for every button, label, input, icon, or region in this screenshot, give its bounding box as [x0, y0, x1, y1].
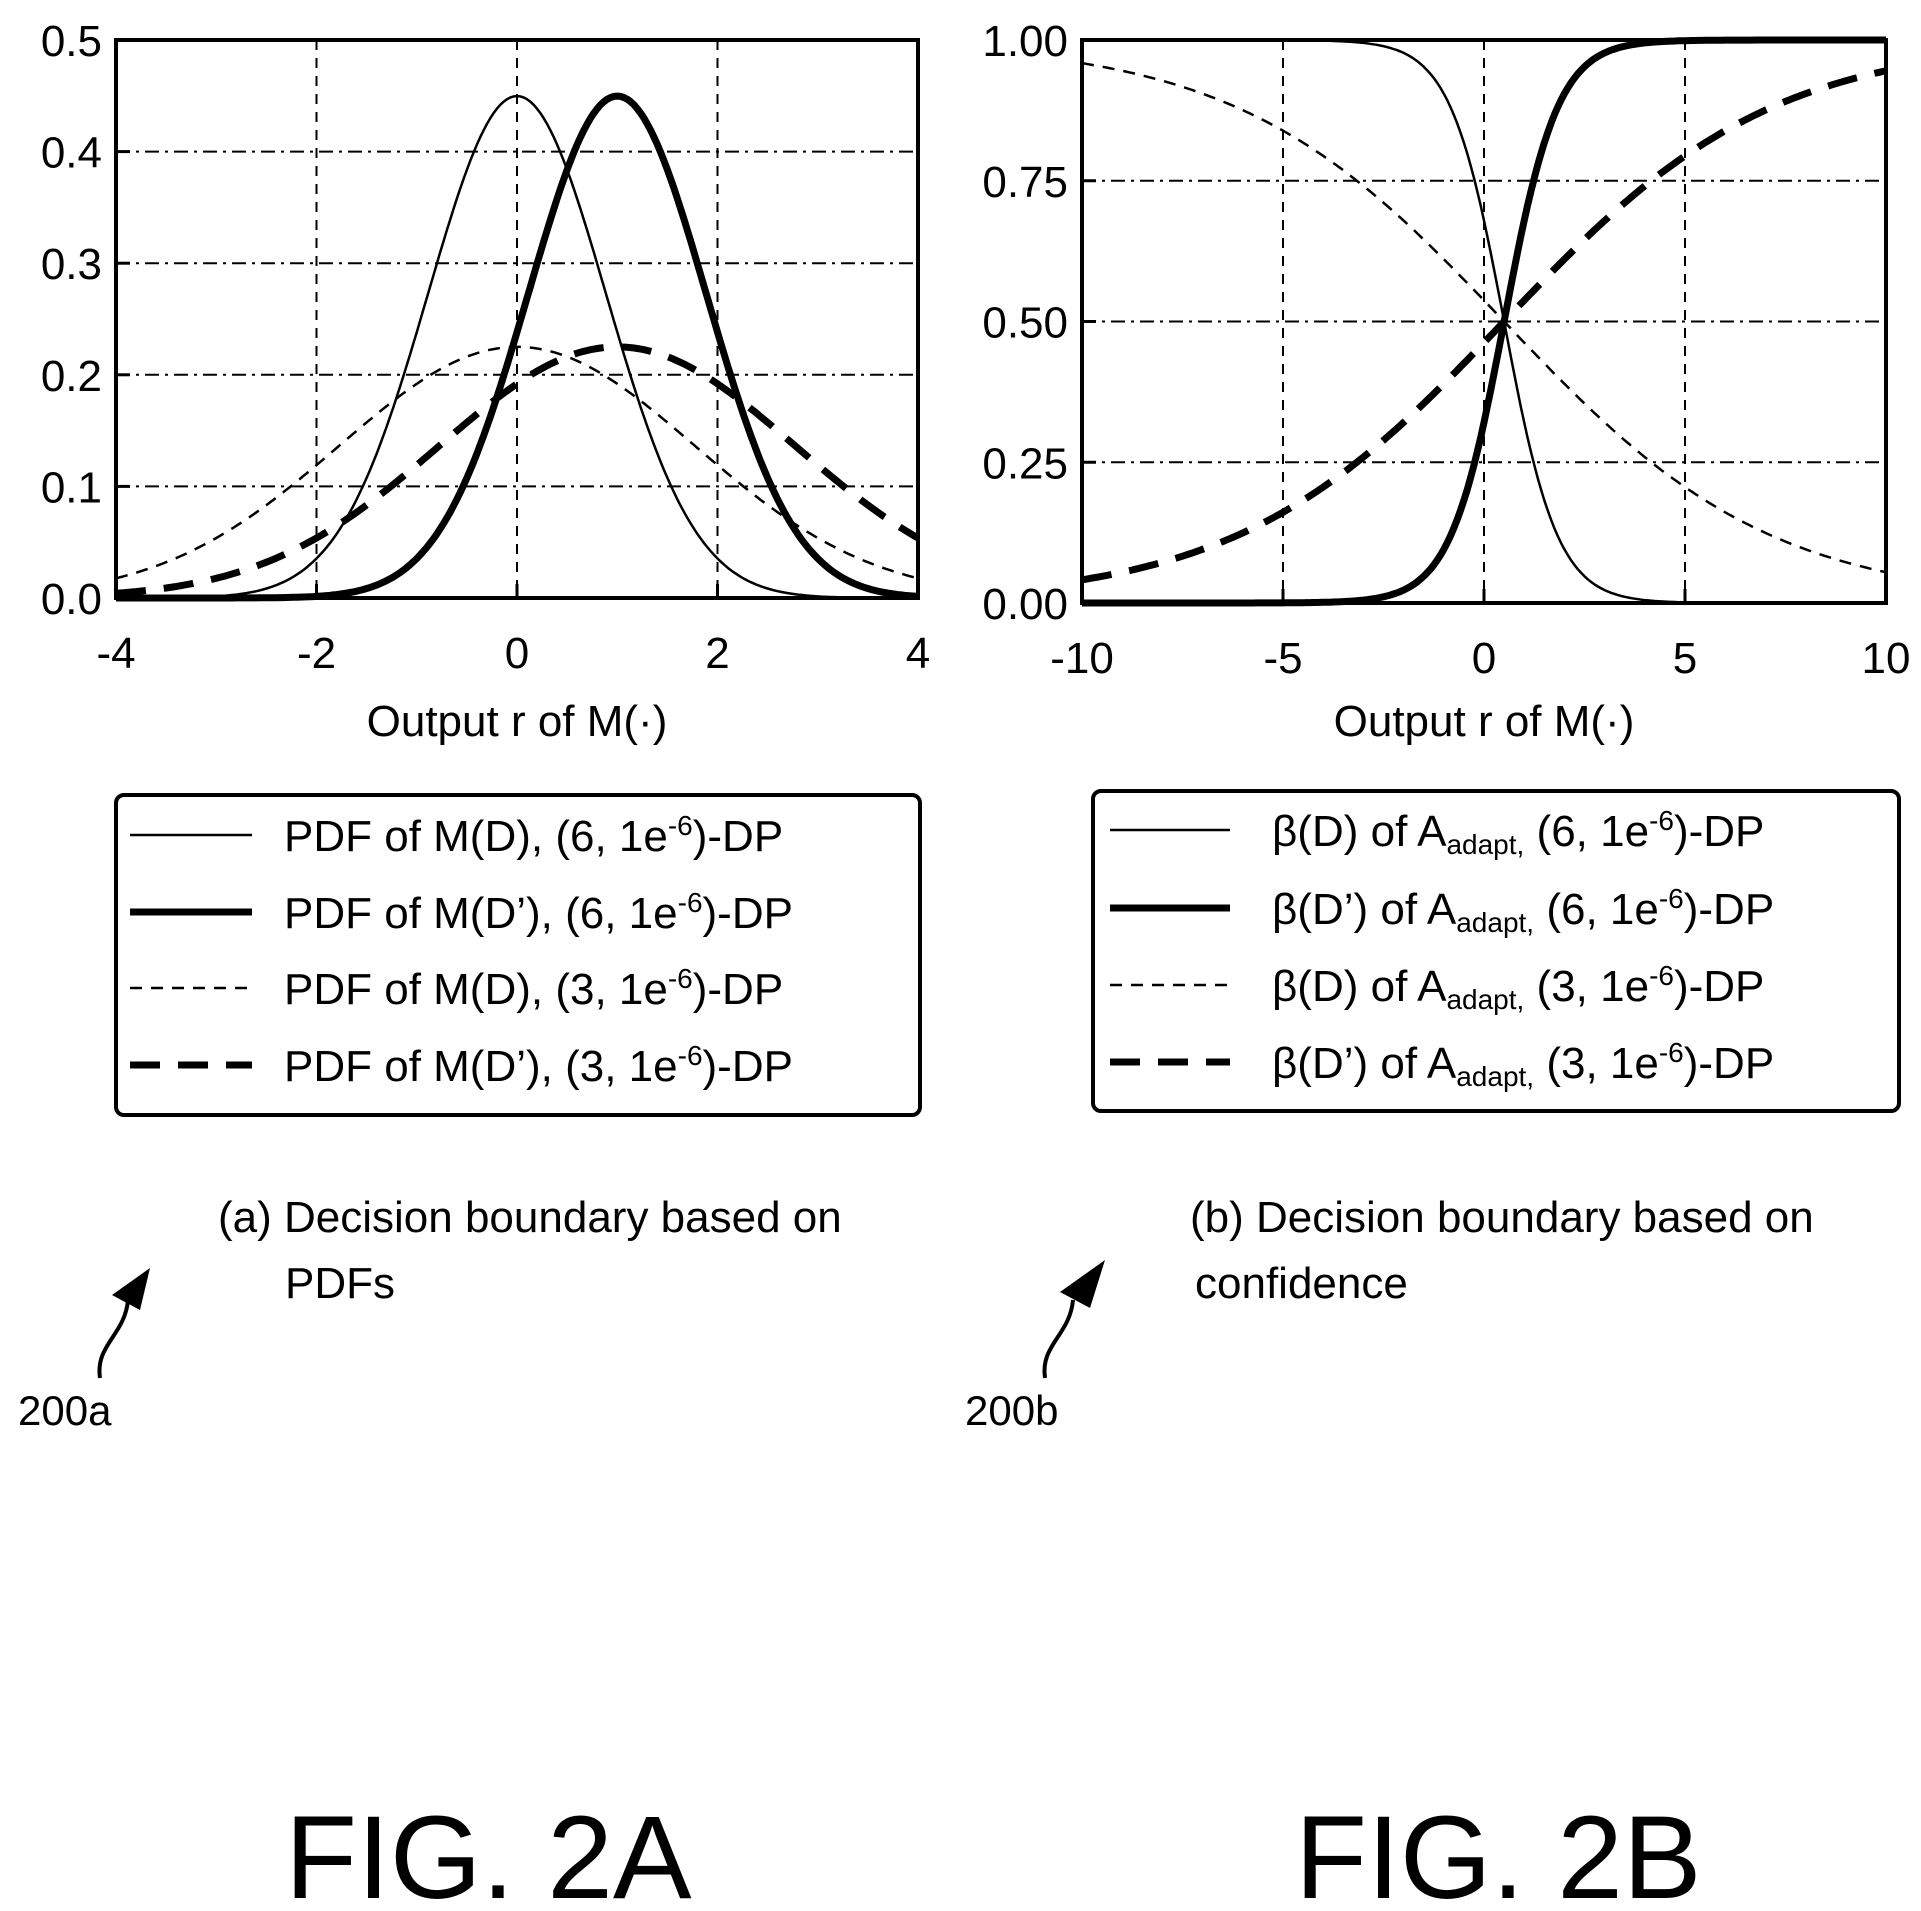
- fig-label-b: FIG. 2B: [1295, 1792, 1702, 1911]
- caption-b-line2: confidence: [1195, 1259, 1408, 1308]
- y-tick-label: 0.1: [41, 463, 102, 512]
- y-tick-label: 0.25: [982, 439, 1068, 488]
- legend-text-part: )-DP: [703, 889, 793, 938]
- legend-text-part: (3, 1e: [1524, 962, 1649, 1011]
- legend-text-part: -6: [678, 1040, 703, 1071]
- series-line-4: [1081, 67, 1887, 584]
- legend-text-part: β(D’) of A: [1272, 1039, 1457, 1088]
- legend-b: β(D) of Aadapt, (6, 1e-6)-DPβ(D’) of Aad…: [1110, 805, 1774, 1092]
- legend-text-part: adapt,: [1456, 1061, 1534, 1092]
- legend-text-part: )-DP: [1684, 885, 1774, 934]
- x-tick-label: -5: [1263, 634, 1302, 683]
- x-tick-label: 0: [505, 629, 529, 678]
- y-tick-label: 0.2: [41, 352, 102, 401]
- legend-text-part: (3, 1e: [1534, 1039, 1659, 1088]
- legend-entry-3: β(D) of Aadapt, (3, 1e-6)-DP: [1272, 960, 1764, 1015]
- legend-text-part: -6: [1659, 883, 1684, 914]
- grid-a: [116, 40, 918, 598]
- legend-text-part: β(D’) of A: [1272, 885, 1457, 934]
- legend-text-part: -6: [1649, 805, 1674, 836]
- legend-entry-2: β(D’) of Aadapt, (6, 1e-6)-DP: [1272, 883, 1774, 938]
- legend-entry-4: β(D’) of Aadapt, (3, 1e-6)-DP: [1272, 1037, 1774, 1092]
- legend-box-a: [114, 793, 922, 1117]
- legend-text-part: -6: [668, 963, 693, 994]
- x-tick-label: 4: [906, 629, 930, 678]
- legend-text-part: β(D) of A: [1272, 807, 1447, 856]
- legend-entry-1: PDF of M(D), (6, 1e-6)-DP: [284, 810, 783, 861]
- legend-text-part: (6, 1e: [1524, 807, 1649, 856]
- legend-text-part: -6: [668, 810, 693, 841]
- y-tick-label: 1.00: [982, 17, 1068, 66]
- legend-text-part: )-DP: [1674, 807, 1764, 856]
- ticks-b: -10 -5 0 5 10 0.00 0.25 0.50 0.75 1.00: [982, 17, 1910, 683]
- ticks-a: -4 -2 0 2 4 0.0 0.1 0.2 0.3 0.4 0.5: [41, 17, 930, 678]
- legend-text-part: )-DP: [703, 1042, 793, 1091]
- ref-arrow-b: [1042, 1260, 1105, 1379]
- x-tick-label: 2: [705, 629, 729, 678]
- series-line-3: [115, 345, 919, 580]
- chart-b: -10 -5 0 5 10 0.00 0.25 0.50 0.75 1.00 Output r o…: [982, 17, 1910, 1113]
- y-tick-label: 0.50: [982, 299, 1068, 348]
- legend-text-part: )-DP: [1674, 962, 1764, 1011]
- legend-text-part: -6: [678, 887, 703, 918]
- x-tick-label: -2: [297, 629, 336, 678]
- legend-text-part: PDF of M(D’), (3, 1e: [284, 1042, 678, 1091]
- legend-text-part: )-DP: [1684, 1039, 1774, 1088]
- x-tick-label: 5: [1673, 634, 1697, 683]
- y-tick-label: 0.4: [41, 129, 102, 178]
- legend-text-part: adapt,: [1456, 907, 1534, 938]
- legend-text-part: PDF of M(D), (6, 1e: [284, 812, 668, 861]
- ref-arrow-a: [97, 1268, 150, 1379]
- chart-a: -4 -2 0 2 4 0.0 0.1 0.2 0.3 0.4 0.5 Output r of M(…: [41, 17, 930, 1117]
- legend-entry-4: PDF of M(D’), (3, 1e-6)-DP: [284, 1040, 793, 1091]
- legend-text-part: )-DP: [693, 965, 783, 1014]
- legend-text-part: PDF of M(D’), (6, 1e: [284, 889, 678, 938]
- caption-b-line1: (b) Decision boundary based on: [1190, 1193, 1814, 1242]
- ref-label-a: 200a: [18, 1387, 112, 1434]
- legend-text-part: -6: [1659, 1037, 1684, 1068]
- legend-text-part: PDF of M(D), (3, 1e: [284, 965, 668, 1014]
- x-axis-label-b: Output r of M(·): [1334, 697, 1635, 746]
- legend-text-part: -6: [1649, 960, 1674, 991]
- y-tick-label: 0.0: [41, 575, 102, 624]
- legend-entry-3: PDF of M(D), (3, 1e-6)-DP: [284, 963, 783, 1014]
- x-tick-label: 0: [1472, 634, 1496, 683]
- y-tick-label: 0.00: [982, 580, 1068, 629]
- legend-entry-1: β(D) of Aadapt, (6, 1e-6)-DP: [1272, 805, 1764, 860]
- caption-a-line2: PDFs: [285, 1259, 395, 1308]
- y-tick-label: 0.5: [41, 17, 102, 66]
- legend-text-part: (6, 1e: [1534, 885, 1659, 934]
- legend-box-b: [1091, 789, 1901, 1113]
- legend-text-part: )-DP: [693, 812, 783, 861]
- legend-text-part: adapt,: [1446, 984, 1524, 1015]
- legend-text-part: β(D) of A: [1272, 962, 1447, 1011]
- grid-b: [1082, 40, 1886, 603]
- series-line-3: [1081, 61, 1887, 574]
- ref-label-b: 200b: [965, 1387, 1058, 1434]
- fig-label-a: FIG. 2A: [285, 1792, 692, 1911]
- caption-a-line1: (a) Decision boundary based on: [218, 1193, 842, 1242]
- y-tick-label: 0.3: [41, 240, 102, 289]
- x-tick-label: -10: [1050, 634, 1114, 683]
- x-axis-label-a: Output r of M(·): [367, 697, 668, 746]
- y-tick-label: 0.75: [982, 158, 1068, 207]
- series-line-1: [116, 94, 918, 600]
- x-tick-label: -4: [96, 629, 135, 678]
- legend-text-part: adapt,: [1446, 829, 1524, 860]
- x-tick-label: 10: [1862, 634, 1911, 683]
- legend-entry-2: PDF of M(D’), (6, 1e-6)-DP: [284, 887, 793, 938]
